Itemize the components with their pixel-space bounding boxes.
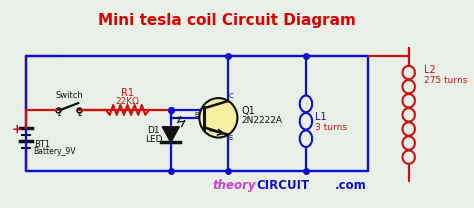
Text: 1: 1 <box>56 109 61 118</box>
Text: +: + <box>11 123 22 136</box>
Text: CIRCUIT: CIRCUIT <box>256 179 310 192</box>
Text: D1: D1 <box>147 126 160 135</box>
Text: C: C <box>228 93 233 99</box>
Text: L1: L1 <box>315 112 327 122</box>
Text: B: B <box>194 112 199 118</box>
Text: 2: 2 <box>77 109 82 118</box>
Text: BT1: BT1 <box>34 140 50 149</box>
Text: .com: .com <box>335 179 366 192</box>
Text: 3 turns: 3 turns <box>315 123 347 132</box>
Text: 2N2222A: 2N2222A <box>241 116 282 125</box>
Text: theory: theory <box>213 179 256 192</box>
Text: L2: L2 <box>424 65 436 76</box>
Circle shape <box>200 98 237 137</box>
Text: E: E <box>228 135 233 141</box>
Polygon shape <box>162 127 179 142</box>
Text: Mini tesla coil Circuit Diagram: Mini tesla coil Circuit Diagram <box>98 13 356 28</box>
Text: R1: R1 <box>120 88 134 98</box>
Text: Battery_9V: Battery_9V <box>34 147 76 156</box>
Text: 275 turns: 275 turns <box>424 76 467 85</box>
Text: 22KΩ: 22KΩ <box>115 97 139 106</box>
Text: Q1: Q1 <box>241 106 255 116</box>
Text: Switch: Switch <box>55 91 83 100</box>
Text: LED: LED <box>145 135 163 145</box>
